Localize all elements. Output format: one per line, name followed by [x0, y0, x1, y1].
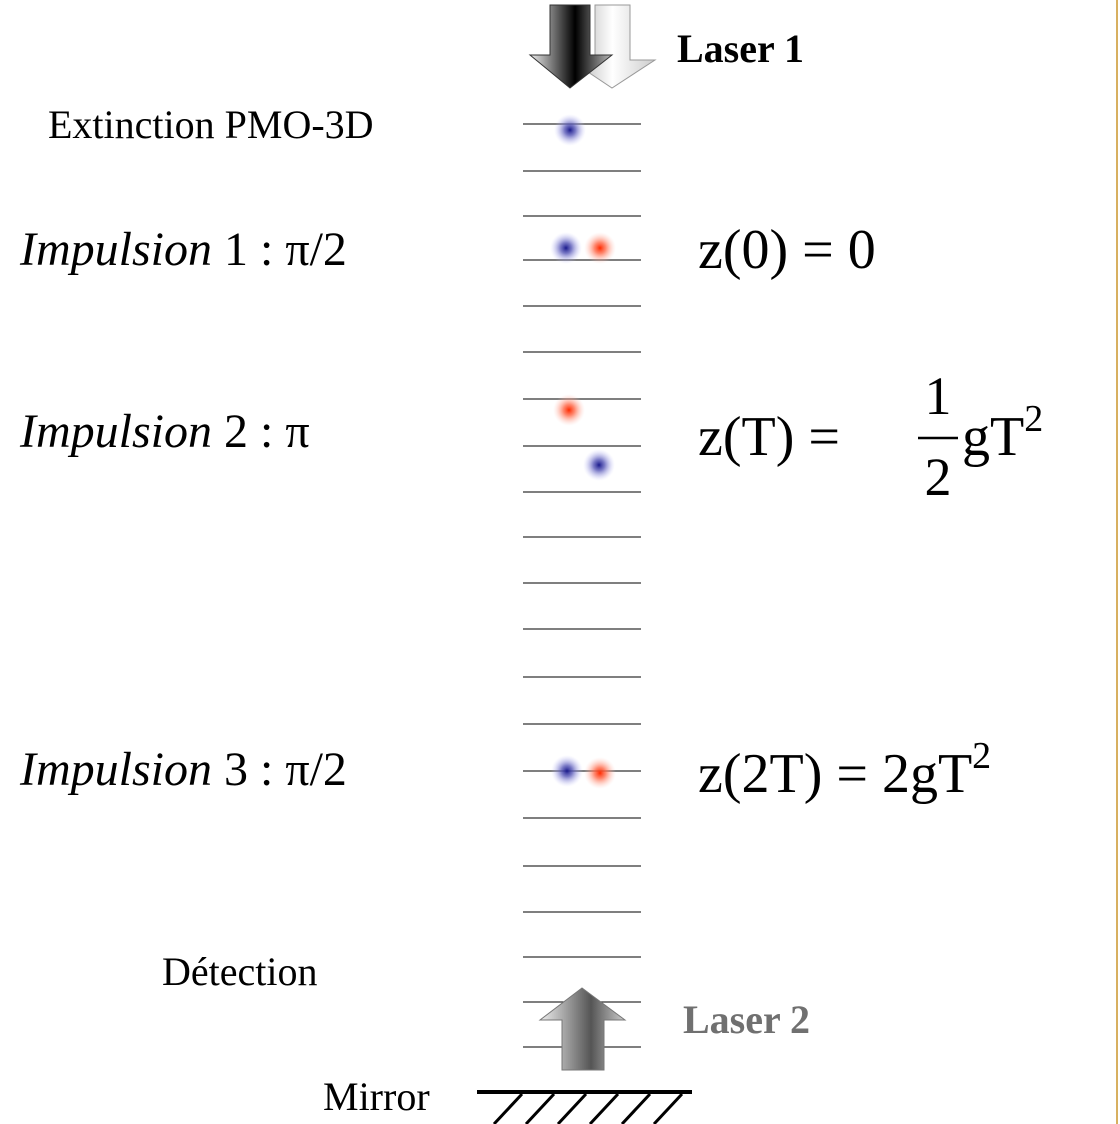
pulse-word: Impulsion: [19, 223, 212, 276]
atom: [550, 232, 582, 264]
atom: [551, 755, 583, 787]
laser2-label: Laser 2: [683, 997, 810, 1042]
equation: z(2T) = 2gT2: [698, 735, 991, 805]
hatch-line: [652, 1092, 684, 1124]
exponent: 2: [972, 735, 991, 777]
hatch-line: [524, 1092, 556, 1124]
extinction-label: Extinction PMO-3D: [48, 102, 374, 147]
hatch-line: [492, 1092, 524, 1124]
pulse-spec: 1 : π/2: [224, 223, 347, 276]
pulse-word: Impulsion: [19, 743, 212, 796]
pulse-word: Impulsion: [19, 405, 212, 458]
denominator: 2: [925, 447, 952, 507]
pulse-label: Impulsion 3 : π/2: [19, 743, 347, 796]
laser-arrow: [538, 987, 627, 1071]
mirror-hatch: [492, 1092, 684, 1124]
hatch-line: [620, 1092, 652, 1124]
detection-label: Détection: [162, 949, 318, 994]
equation: z(0) = 0: [698, 219, 876, 281]
lattice: [523, 123, 641, 1048]
exponent: 2: [1024, 398, 1043, 440]
atom: [584, 757, 616, 789]
atom: [554, 114, 586, 146]
equation-lhs: z(2T) = 2gT: [698, 743, 972, 805]
atom: [583, 449, 615, 481]
equation: z(T) =: [698, 406, 840, 468]
pulse-label: Impulsion 2 : π: [19, 405, 310, 458]
hatch-line: [588, 1092, 620, 1124]
mirror-label: Mirror: [323, 1074, 430, 1119]
laser-arrow: [528, 4, 614, 89]
pulse-label: Impulsion 1 : π/2: [19, 223, 347, 276]
laser1-label: Laser 1: [677, 26, 804, 71]
equation-rhs: gT: [962, 406, 1024, 468]
atom: [584, 232, 616, 264]
pulse-spec: 3 : π/2: [224, 743, 347, 796]
hatch-line: [556, 1092, 588, 1124]
numerator: 1: [925, 366, 952, 426]
pulse-spec: 2 : π: [224, 405, 310, 458]
atom: [553, 394, 585, 426]
equation: gT2: [962, 398, 1043, 468]
